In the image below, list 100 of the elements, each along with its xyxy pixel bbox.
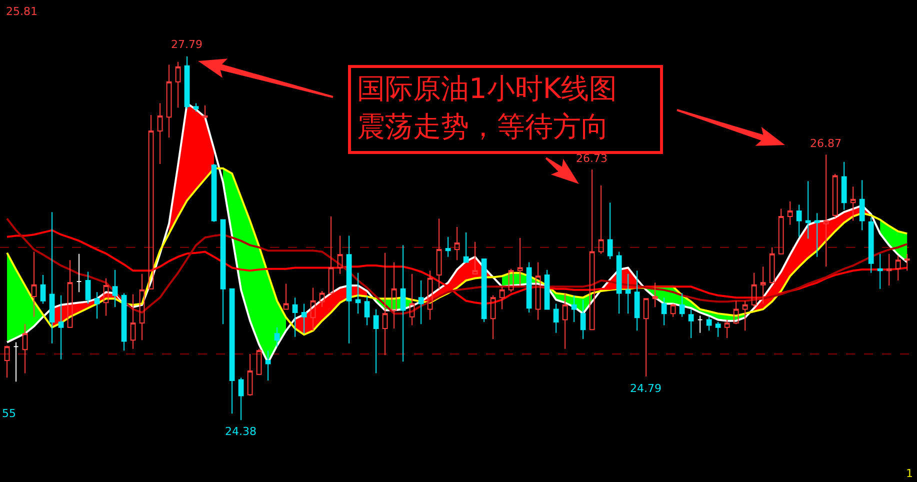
text: 国际原油1小时K线图: [357, 71, 618, 107]
candlestick: [85, 271, 91, 304]
candlestick: [814, 212, 820, 258]
candlestick: [382, 252, 388, 356]
candlestick: [238, 377, 244, 421]
candlestick: [445, 236, 451, 258]
candlestick: [301, 303, 307, 334]
candlestick: [742, 300, 748, 332]
candlestick: [544, 269, 550, 310]
candlestick: [580, 299, 586, 340]
candlestick: [526, 262, 532, 313]
candlestick: [220, 219, 226, 325]
text: 26.87: [810, 137, 842, 150]
candlestick: [841, 161, 847, 210]
candlestick: [4, 345, 10, 378]
candlestick: [805, 180, 811, 240]
candlestick: [616, 251, 622, 314]
candlestick: [904, 253, 910, 272]
candlestick: [373, 308, 379, 374]
candlestick: [787, 201, 793, 226]
candlestick: [499, 286, 505, 310]
candlestick: [148, 114, 154, 290]
candlestick: [895, 255, 901, 281]
candlestick: [517, 237, 523, 286]
candlestick: [562, 292, 568, 350]
candlestick: [22, 324, 28, 374]
candlestick: [274, 326, 280, 348]
candlestick: [679, 292, 685, 318]
text: 27.79: [171, 38, 202, 51]
candlestick: [598, 185, 604, 254]
candlestick: [319, 290, 325, 308]
text: 24.38: [225, 425, 256, 438]
candlestick: [697, 315, 703, 334]
text: 震荡走势，等待方向: [357, 109, 610, 145]
candlestick: [769, 246, 775, 284]
candlestick: [40, 274, 46, 304]
candlestick: [436, 218, 442, 290]
candlestick: [310, 287, 316, 332]
candlestick: [256, 348, 262, 375]
candlestick: [175, 61, 181, 108]
candlestick: [571, 294, 577, 322]
candlestick: [184, 56, 190, 110]
candlestick: [292, 297, 298, 338]
candlestick: [607, 202, 613, 260]
candlestick: [58, 294, 64, 360]
candlestick: [31, 251, 37, 318]
candlestick: [877, 253, 883, 290]
candlestick: [823, 154, 829, 268]
candlestick: [688, 308, 694, 338]
candlestick: [13, 342, 19, 382]
candlestick: [760, 266, 766, 304]
candlestick: [265, 350, 271, 382]
candlestick: [778, 208, 784, 254]
candlestick: [832, 173, 838, 218]
candlestick: [796, 204, 802, 238]
candlestick: [427, 270, 433, 320]
candlestick: [472, 241, 478, 274]
candlestick: [553, 303, 559, 334]
candlestick: [625, 273, 631, 314]
candlestick: [733, 300, 739, 325]
text: 25.81: [6, 5, 38, 18]
candlestick: [166, 64, 172, 138]
candlestick: [67, 260, 73, 328]
candlestick: [211, 164, 217, 222]
candlestick: [202, 104, 208, 119]
candlestick: [49, 212, 55, 344]
candlestick: [103, 278, 109, 316]
candlestick: [400, 244, 406, 362]
candlestick: [661, 297, 667, 326]
candlestick: [364, 296, 370, 326]
candlestick: [337, 235, 343, 274]
candlestick: [868, 217, 874, 274]
candlestick: [76, 253, 82, 293]
text: 1: [906, 467, 913, 480]
candlestick: [643, 298, 649, 378]
candlestick: [490, 294, 496, 340]
candlestick: [751, 272, 757, 308]
text: 26.73: [576, 152, 608, 165]
candlestick: [481, 258, 487, 322]
candlestick: [850, 186, 856, 222]
candlestick: [193, 102, 199, 112]
candlestick: [247, 353, 253, 396]
candlestick: [355, 272, 361, 314]
candlestick: [589, 169, 595, 330]
text: 24.79: [630, 382, 662, 395]
candlestick: [706, 316, 712, 332]
candlestick: [463, 232, 469, 263]
candlestick: [859, 180, 865, 231]
candlestick: [508, 268, 514, 293]
candlestick: [346, 235, 352, 344]
candlestick: [112, 269, 118, 308]
candlestick: [139, 273, 145, 341]
candlestick: [535, 262, 541, 320]
candlestick: [229, 288, 235, 414]
candlestick: [328, 216, 334, 294]
candlestick: [652, 282, 658, 308]
candlestick: [130, 294, 136, 350]
candlestick: [121, 292, 127, 352]
annotation: 55: [2, 407, 16, 420]
candlestick: [283, 283, 289, 310]
